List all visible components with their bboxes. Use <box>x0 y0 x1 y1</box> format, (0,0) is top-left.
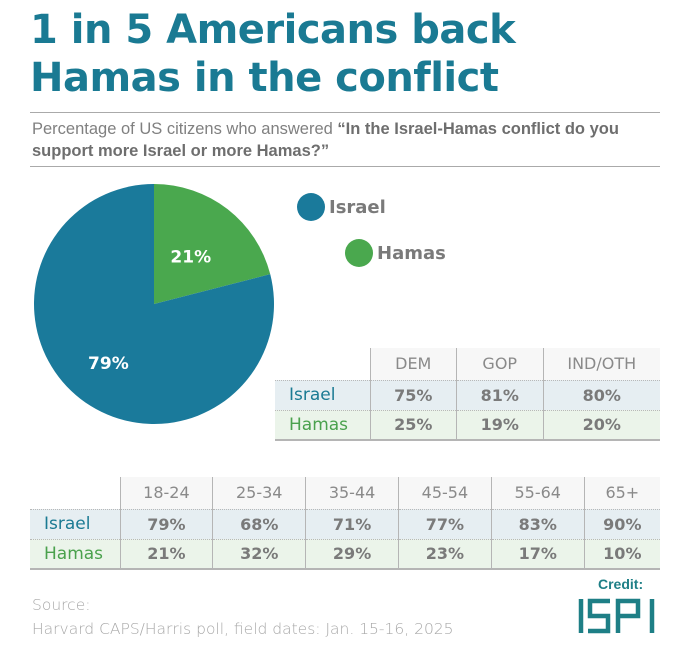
party-header-row: DEM GOP IND/OTH <box>275 348 660 380</box>
source-note: Source: Harvard CAPS/Harris poll, field … <box>32 593 454 641</box>
age-row-israel: Israel 79% 68% 71% 77% 83% 90% <box>30 508 660 539</box>
legend-dot-hamas-icon <box>345 239 373 267</box>
cell-israel-ind-oth: 80% <box>542 379 660 410</box>
pie-label-hamas: 21% <box>170 248 211 268</box>
cell-israel-45-54: 77% <box>397 508 492 539</box>
row-label-israel: Israel <box>275 379 370 410</box>
column-header-ind-oth: IND/OTH <box>542 348 660 380</box>
column-header-65-plus: 65+ <box>583 477 660 509</box>
logo-letter-s <box>587 598 611 634</box>
source-label: Source: <box>32 596 91 614</box>
column-header-45-54: 45-54 <box>397 477 492 509</box>
legend-label-hamas: Hamas <box>377 242 446 264</box>
cell-israel-dem: 75% <box>369 379 457 410</box>
ispi-logo <box>578 598 655 634</box>
logo-letter-p <box>615 598 641 633</box>
credit-label: Credit: <box>598 576 644 592</box>
title-line-1: 1 in 5 Americans back <box>30 7 516 53</box>
row-label-hamas: Hamas <box>275 409 370 441</box>
row-label-israel: Israel <box>30 508 120 539</box>
header-blank <box>30 477 120 509</box>
header-blank <box>275 348 370 380</box>
source-text: Harvard CAPS/Harris poll, field dates: J… <box>32 620 454 638</box>
divider-top <box>30 112 660 113</box>
subtitle-prefix: Percentage of US citizens who answered <box>32 120 338 138</box>
cell-hamas-dem: 25% <box>369 409 457 441</box>
pie-chart: 21% 79% <box>34 184 274 424</box>
cell-hamas-45-54: 23% <box>397 538 492 570</box>
cell-hamas-ind-oth: 20% <box>542 409 660 441</box>
page-title: 1 in 5 Americans back Hamas in the confl… <box>30 6 670 102</box>
cell-hamas-25-34: 32% <box>212 538 306 570</box>
cell-hamas-65-plus: 10% <box>583 538 660 570</box>
divider-bottom <box>30 166 660 167</box>
cell-israel-65-plus: 90% <box>583 508 660 539</box>
cell-israel-18-24: 79% <box>119 508 213 539</box>
cell-israel-55-64: 83% <box>490 508 585 539</box>
column-header-dem: DEM <box>369 348 457 380</box>
legend-dot-israel-icon <box>297 193 325 221</box>
cell-hamas-gop: 19% <box>456 409 543 441</box>
column-header-gop: GOP <box>456 348 543 380</box>
column-header-55-64: 55-64 <box>490 477 585 509</box>
column-header-25-34: 25-34 <box>212 477 306 509</box>
cell-hamas-35-44: 29% <box>305 538 399 570</box>
party-table: DEM GOP IND/OTH Israel 75% 81% 80% Hamas… <box>275 348 660 441</box>
age-row-hamas: Hamas 21% 32% 29% 23% 17% 10% <box>30 538 660 570</box>
cell-israel-35-44: 71% <box>305 508 399 539</box>
legend-item-hamas: Hamas <box>345 239 446 267</box>
pie-slice-israel <box>34 184 274 424</box>
pie-slice-hamas <box>154 184 271 304</box>
column-header-35-44: 35-44 <box>305 477 399 509</box>
cell-israel-25-34: 68% <box>212 508 306 539</box>
cell-hamas-55-64: 17% <box>490 538 585 570</box>
legend-label-israel: Israel <box>329 196 386 218</box>
party-row-israel: Israel 75% 81% 80% <box>275 379 660 410</box>
pie-label-israel: 79% <box>88 354 129 374</box>
title-line-2: Hamas in the conflict <box>30 55 499 101</box>
column-header-18-24: 18-24 <box>119 477 213 509</box>
cell-hamas-18-24: 21% <box>119 538 213 570</box>
cell-israel-gop: 81% <box>456 379 543 410</box>
age-header-row: 18-24 25-34 35-44 45-54 55-64 65+ <box>30 477 660 509</box>
legend-item-israel: Israel <box>297 193 386 221</box>
subtitle: Percentage of US citizens who answered “… <box>32 118 672 162</box>
age-table: 18-24 25-34 35-44 45-54 55-64 65+ Israel… <box>30 477 660 570</box>
row-label-hamas: Hamas <box>30 538 120 570</box>
party-row-hamas: Hamas 25% 19% 20% <box>275 409 660 441</box>
subtitle-question: “In the Israel-Hamas conflict do you sup… <box>32 120 619 160</box>
